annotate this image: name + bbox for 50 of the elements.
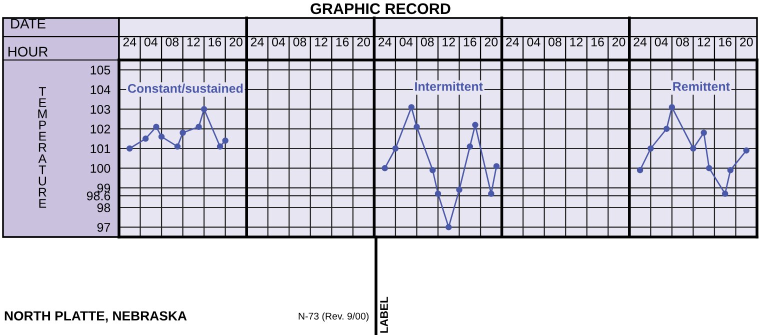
x-tick-label: 04 <box>400 38 413 46</box>
text: N-73 (Rev. 9/00) <box>298 312 369 322</box>
x-tick-label: 24 <box>378 38 392 46</box>
y-tick-label: 104 <box>90 85 110 94</box>
x-tick-label: 24 <box>250 38 264 46</box>
x-tick-label: 24 <box>123 38 136 46</box>
x-tick-label: 12 <box>187 38 200 46</box>
x-tick-label: 12 <box>698 38 710 46</box>
x-tick-label: 12 <box>570 38 583 46</box>
x-tick-label: 04 <box>527 38 540 46</box>
x-tick-label: 08 <box>293 38 306 46</box>
x-tick-label: 12 <box>315 38 328 46</box>
x-tick-label: 08 <box>420 38 434 46</box>
x-tick-label: 04 <box>654 38 668 46</box>
series-label: Remittent <box>673 82 730 91</box>
x-tick-label: 16 <box>719 38 732 46</box>
x-tick-label: 16 <box>592 38 604 46</box>
x-tick-label: 08 <box>548 38 562 46</box>
text: DATE <box>11 18 46 28</box>
x-tick-label: 20 <box>357 38 370 46</box>
x-tick-label: 16 <box>464 38 476 46</box>
y-tick-label: 99 <box>97 184 110 192</box>
x-tick-label: 04 <box>144 38 158 46</box>
y-tick-label: 101 <box>90 144 110 154</box>
y-tick-label: 105 <box>90 66 110 74</box>
x-tick-label: 24 <box>634 38 647 46</box>
x-tick-label: 16 <box>208 38 222 46</box>
series-label: Intermittent <box>415 82 483 91</box>
x-tick-label: 20 <box>612 38 626 46</box>
text: LABEL <box>380 296 388 333</box>
y-tick-label: 102 <box>90 124 110 134</box>
y-tick-label: 98 <box>97 203 110 212</box>
x-tick-label: 20 <box>740 38 753 46</box>
x-tick-label: 24 <box>506 38 520 46</box>
x-tick-label: 04 <box>272 38 286 46</box>
y-tick-label: 103 <box>90 104 110 114</box>
x-tick-label: 16 <box>336 38 349 46</box>
text: NORTH PLATTE, NEBRASKA <box>4 311 187 322</box>
x-axis-title: HOUR <box>8 46 48 57</box>
x-tick-label: 08 <box>676 38 689 46</box>
x-tick-label: 20 <box>230 38 242 46</box>
y-tick-label: 98.6 <box>86 192 110 200</box>
text: TEMPERATURE <box>38 87 47 208</box>
x-tick-label: 12 <box>442 38 455 46</box>
y-tick-label: 97 <box>97 222 110 232</box>
x-tick-label: 20 <box>484 38 498 46</box>
x-tick-label: 08 <box>166 38 179 46</box>
chart-title: GRAPHIC RECORD <box>310 3 450 14</box>
y-tick-label: 100 <box>90 164 110 173</box>
text: Constant/sustained <box>128 84 243 93</box>
